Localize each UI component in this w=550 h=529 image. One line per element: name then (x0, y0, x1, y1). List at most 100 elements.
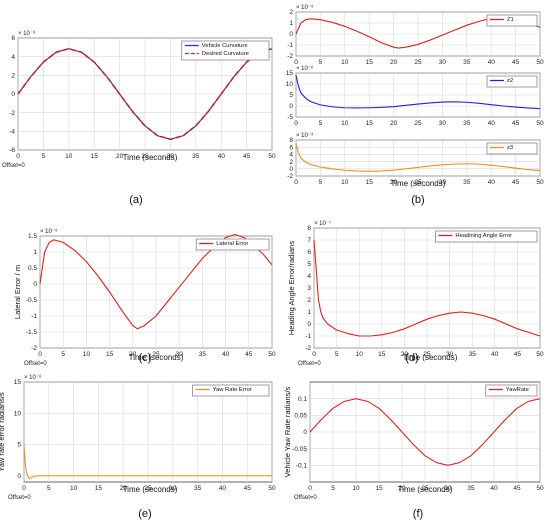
x-tick-label: 15 (91, 153, 99, 160)
y-axis-label: Yaw rate error radians/s (0, 392, 6, 472)
axis-exponent-label: × 10⁻⁶ (296, 65, 314, 72)
x-tick-label: 5 (331, 485, 335, 492)
x-tick-label: 35 (467, 485, 475, 492)
y-tick-label: 0 (289, 31, 293, 38)
x-tick-label: 50 (268, 153, 276, 160)
x-tick-label: 30 (169, 485, 177, 492)
x-tick-label: 25 (141, 153, 149, 160)
y-tick-label: -1 (287, 42, 293, 49)
x-tick-label: 50 (536, 120, 544, 127)
y-tick-label: 0 (11, 91, 15, 98)
x-tick-label: 5 (42, 153, 46, 160)
legend-box (181, 40, 270, 61)
x-tick-label: 25 (414, 179, 422, 186)
y-tick-label: 2 (289, 159, 293, 166)
x-tick-label: 50 (536, 59, 544, 66)
series-line-yawrate (309, 398, 541, 466)
y-tick-label: -5 (287, 114, 293, 121)
chart-panel-c: 0 5 10 15 20 25 30 35 40 45 50 -2 -1.5 -1 -0.5 0 0.5 1 1.5… (13, 228, 276, 367)
y-tick-label: 0 (303, 429, 307, 436)
x-tick-label: 30 (439, 120, 447, 127)
x-axis-label: Time (seconds) (129, 353, 184, 362)
axis-exponent-label: × 10⁻⁵ (40, 228, 58, 235)
y-tick-label: 5 (307, 261, 311, 268)
legend-label: Lateral Error (216, 241, 248, 247)
x-tick-label: 35 (463, 120, 471, 127)
legend: z3 (486, 142, 538, 155)
x-tick-label: 40 (222, 351, 230, 358)
x-tick-label: 30 (439, 179, 447, 186)
x-axis-label: Time (seconds) (123, 153, 178, 162)
legend: z2 (486, 75, 538, 88)
y-tick-label: 0.05 (294, 413, 307, 420)
panel-caption: (f) (413, 508, 423, 520)
x-axis-label: Time (seconds) (391, 179, 446, 188)
y-axis-label: Heading Angle Error/radians (287, 241, 296, 335)
y-tick-label: 0 (289, 166, 293, 173)
x-tick-label: 35 (199, 351, 207, 358)
panel-caption: (b) (411, 194, 424, 206)
x-tick-label: 5 (319, 59, 323, 66)
y-tick-label: -1.5 (26, 329, 38, 336)
x-tick-label: 15 (95, 485, 103, 492)
x-tick-label: 20 (390, 179, 398, 186)
x-tick-label: 20 (390, 59, 398, 66)
y-tick-label: 0.1 (298, 396, 307, 403)
y-tick-label: 1 (289, 20, 293, 27)
x-tick-label: 35 (469, 351, 477, 358)
x-tick-label: 30 (446, 351, 454, 358)
y-tick-label: -2 (287, 53, 293, 60)
panel-caption: (e) (138, 508, 151, 520)
axis-exponent-label: × 10⁻³ (296, 133, 313, 139)
y-tick-label: -0.05 (292, 446, 307, 453)
x-tick-label: 45 (245, 351, 253, 358)
panel-caption: (c) (139, 352, 152, 364)
y-tick-label: 1.5 (28, 233, 37, 240)
legend-label: YawRate (506, 387, 529, 393)
legend-box (486, 75, 538, 88)
x-tick-label: 45 (243, 153, 251, 160)
x-tick-label: 40 (488, 59, 496, 66)
x-tick-label: 25 (414, 59, 422, 66)
y-tick-label: 4 (307, 273, 311, 280)
x-tick-label: 45 (512, 59, 520, 66)
x-tick-label: 30 (439, 59, 447, 66)
legend-label: Desired Curvature (202, 51, 249, 57)
axis-exponent-label: × 10⁻³ (18, 31, 35, 37)
legend: Yaw Rate Error (192, 384, 270, 397)
x-tick-label: 45 (514, 351, 522, 358)
x-tick-label: 0 (22, 485, 26, 492)
y-tick-label: -6 (9, 147, 15, 154)
y-tick-label: 4 (289, 152, 293, 159)
x-axis-label: Time (seconds) (398, 485, 453, 494)
y-axis-label: Vehicle Yaw Rate radians/s (283, 386, 292, 477)
legend: YawRate (485, 384, 538, 397)
y-tick-label: 8 (289, 137, 293, 144)
y-tick-label: 4 (11, 54, 15, 61)
y-tick-label: 5 (289, 92, 293, 99)
x-tick-label: 5 (319, 120, 323, 127)
legend-box (486, 142, 538, 155)
x-tick-label: 10 (83, 351, 91, 358)
legend-label: z2 (507, 78, 513, 84)
x-tick-label: 20 (129, 351, 137, 358)
y-tick-label: 2 (307, 297, 311, 304)
x-tick-label: 35 (463, 59, 471, 66)
x-tick-label: 5 (47, 485, 51, 492)
offset-label: Offset=0 (294, 495, 317, 501)
y-tick-label: 6 (307, 249, 311, 256)
y-tick-label: 0 (307, 321, 311, 328)
x-tick-label: 0 (294, 120, 298, 127)
legend-label: Headining Angle Error (455, 233, 512, 239)
y-tick-label: 15 (14, 379, 22, 386)
x-tick-label: 20 (398, 485, 406, 492)
legend: Headining Angle Error (435, 230, 538, 243)
x-tick-label: 45 (513, 485, 521, 492)
y-tick-label: 15 (286, 70, 294, 77)
y-tick-label: -2 (31, 345, 37, 352)
x-tick-label: 20 (401, 351, 409, 358)
legend-label: Z1 (507, 17, 514, 23)
x-tick-label: 10 (70, 485, 78, 492)
